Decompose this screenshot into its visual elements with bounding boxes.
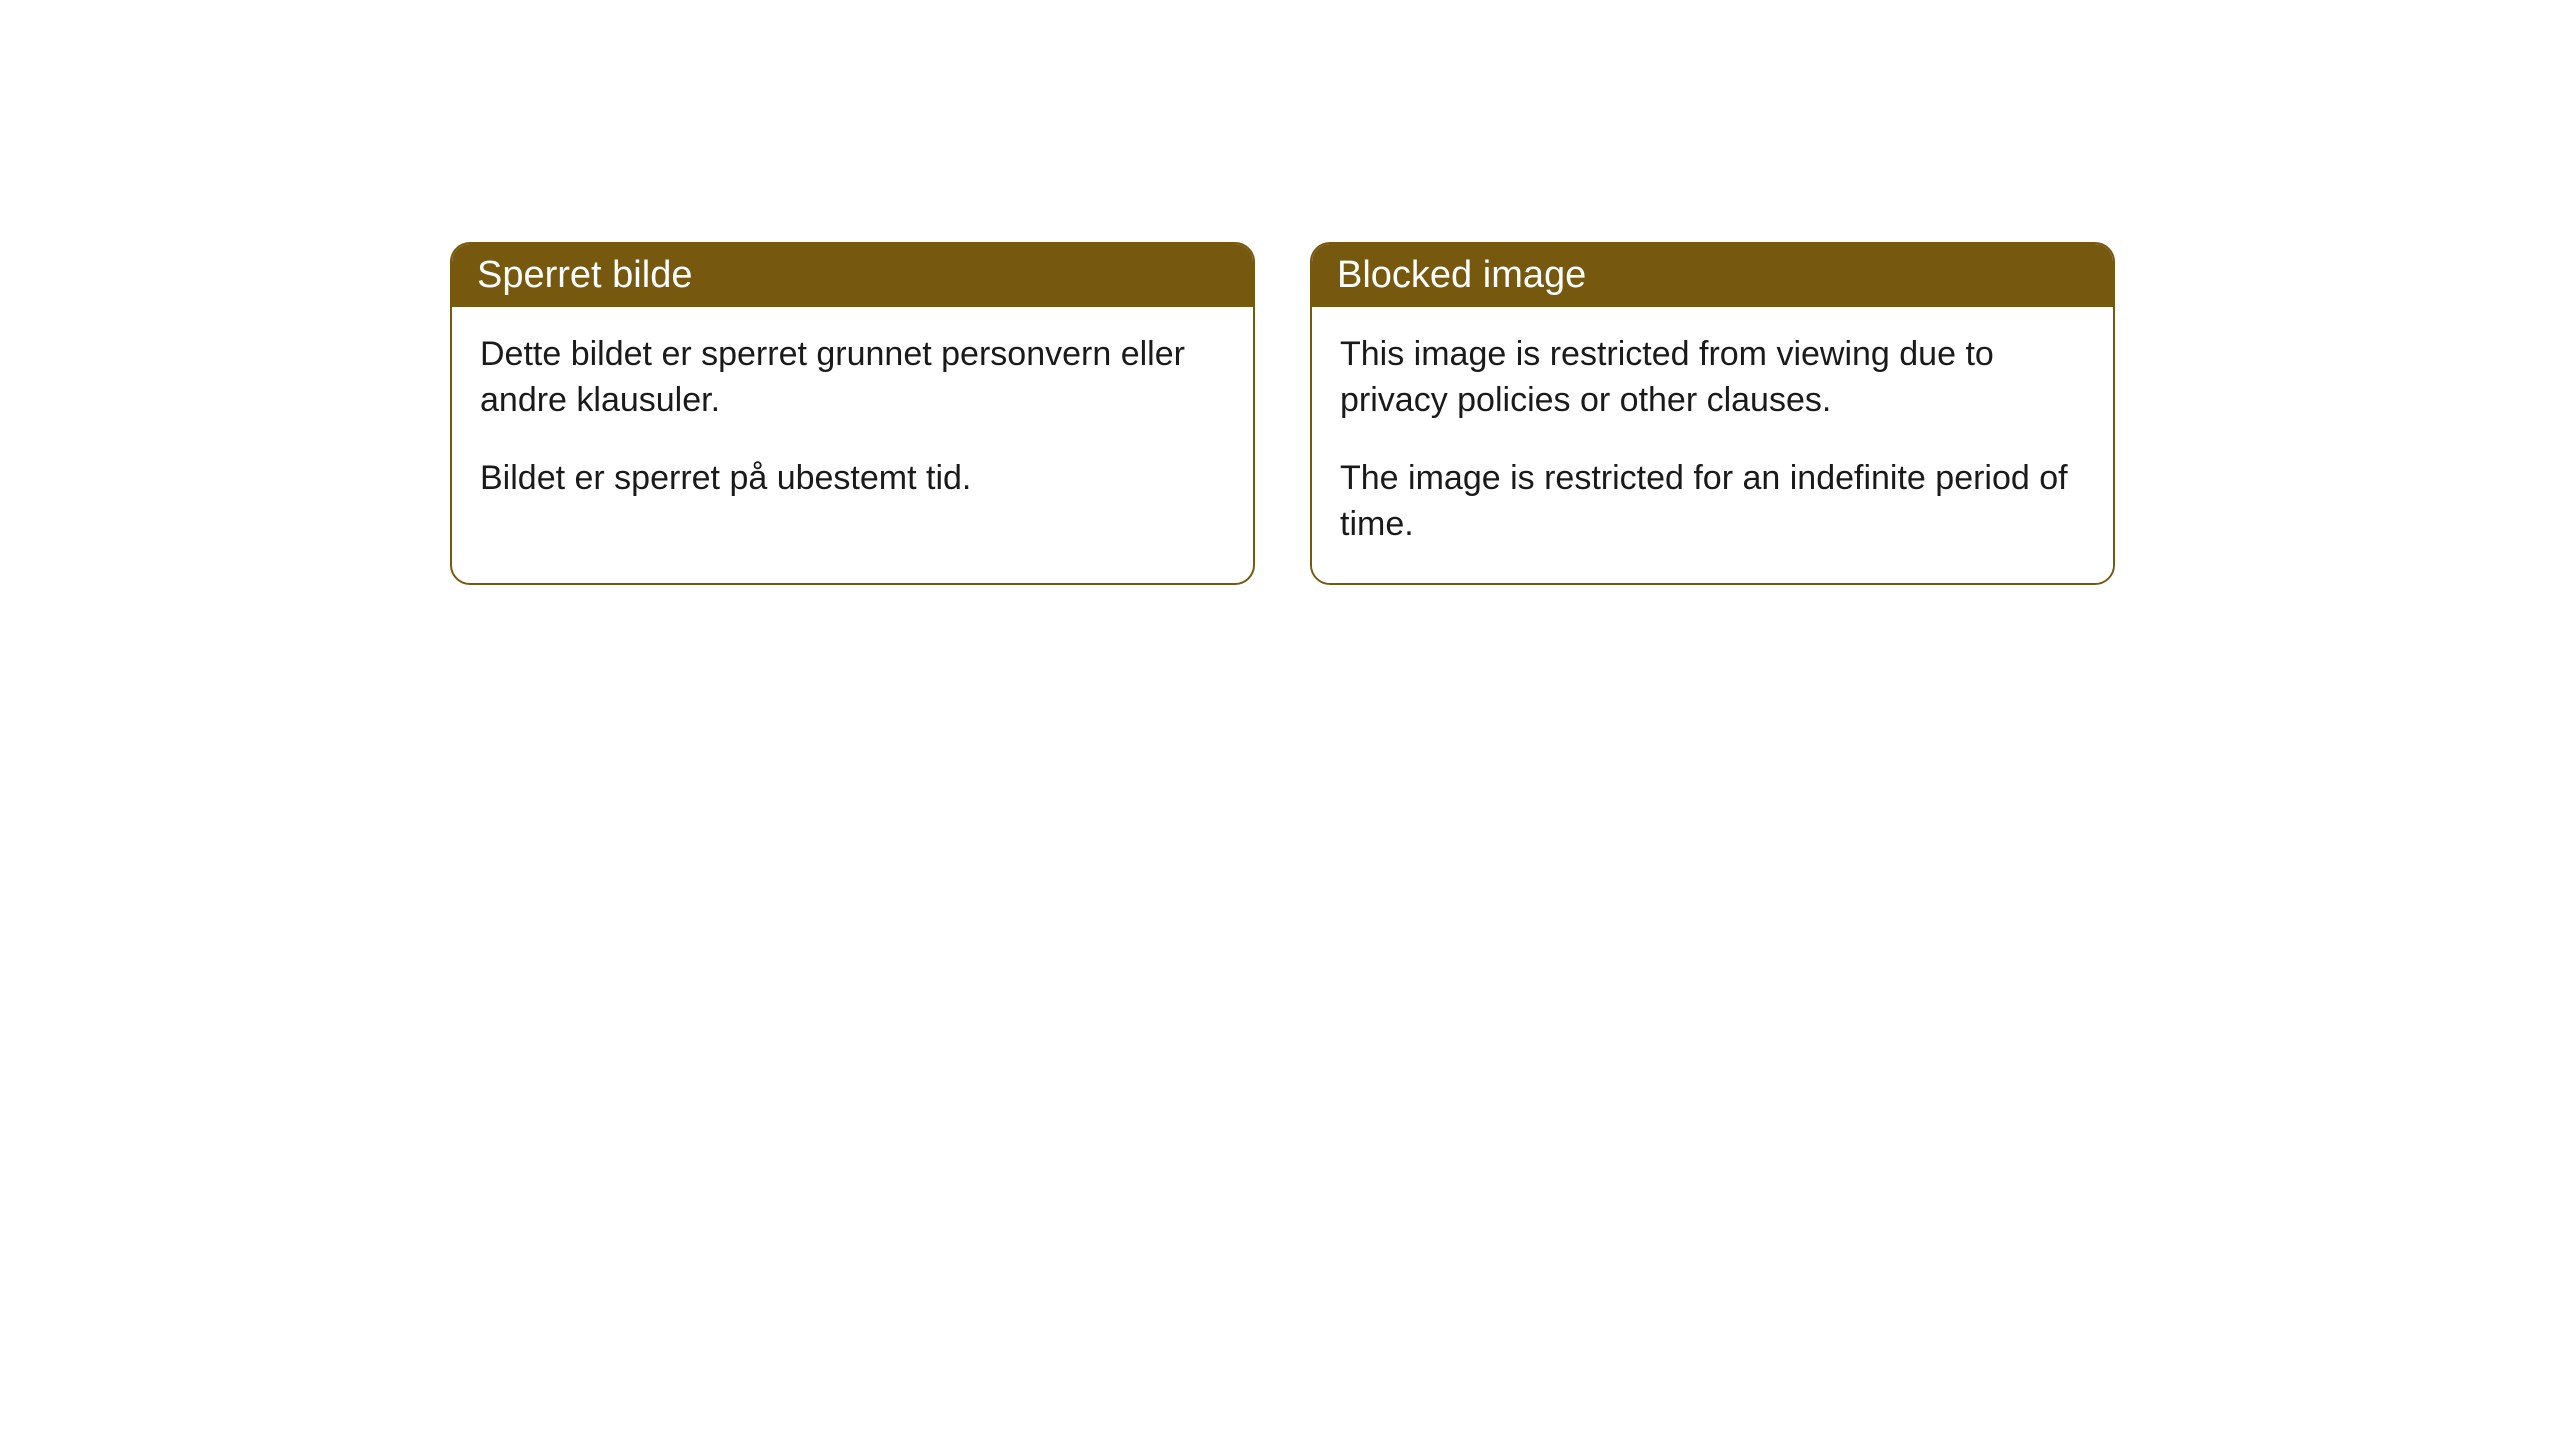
card-paragraph: Bildet er sperret på ubestemt tid. <box>480 456 1225 502</box>
card-body: This image is restricted from viewing du… <box>1312 307 2113 583</box>
card-body: Dette bildet er sperret grunnet personve… <box>452 307 1253 537</box>
card-title: Sperret bilde <box>477 254 692 296</box>
notice-card-norwegian: Sperret bilde Dette bildet er sperret gr… <box>450 242 1255 585</box>
card-paragraph: The image is restricted for an indefinit… <box>1340 456 2085 548</box>
card-header: Blocked image <box>1312 244 2113 307</box>
notice-cards-container: Sperret bilde Dette bildet er sperret gr… <box>450 242 2560 585</box>
notice-card-english: Blocked image This image is restricted f… <box>1310 242 2115 585</box>
card-paragraph: Dette bildet er sperret grunnet personve… <box>480 332 1225 424</box>
card-header: Sperret bilde <box>452 244 1253 307</box>
card-title: Blocked image <box>1337 254 1586 296</box>
card-paragraph: This image is restricted from viewing du… <box>1340 332 2085 424</box>
